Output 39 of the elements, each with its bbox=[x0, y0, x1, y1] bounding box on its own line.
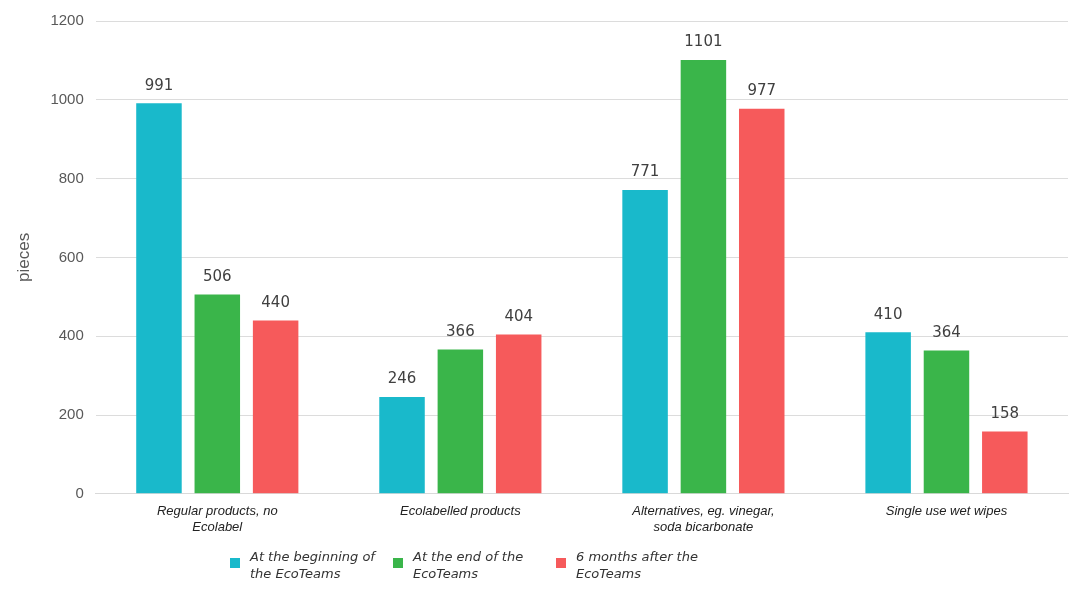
data-label: 977 bbox=[747, 81, 777, 100]
bar bbox=[622, 190, 668, 494]
bar bbox=[136, 103, 182, 494]
data-label: 364 bbox=[932, 322, 961, 341]
bar bbox=[495, 334, 542, 494]
bar bbox=[739, 108, 785, 494]
y-axis-title: pieces bbox=[13, 232, 33, 282]
y-tick-label: 1200 bbox=[50, 11, 84, 29]
bar bbox=[982, 431, 1028, 494]
bar bbox=[680, 60, 727, 494]
y-tick-label: 600 bbox=[58, 247, 84, 265]
x-tick-label: Ecolabelled products bbox=[400, 503, 522, 519]
data-label: 366 bbox=[446, 321, 475, 340]
data-label: 246 bbox=[387, 369, 417, 388]
data-label: 771 bbox=[630, 162, 660, 181]
legend-label: At the end of the EcoTeams bbox=[413, 548, 525, 582]
bar bbox=[379, 396, 425, 494]
legend-label: At the beginning of the EcoTeams bbox=[250, 548, 375, 582]
bar bbox=[437, 349, 484, 494]
data-label: 991 bbox=[144, 75, 174, 94]
bar bbox=[194, 294, 241, 494]
bar bbox=[252, 320, 299, 494]
y-tick-label: 400 bbox=[58, 326, 84, 344]
data-label: 440 bbox=[261, 292, 290, 311]
data-label: 404 bbox=[504, 307, 534, 326]
bar bbox=[923, 350, 970, 494]
x-tick-label: Alternatives, eg. vinegar, soda bicarbonate bbox=[631, 503, 775, 534]
y-tick-label: 0 bbox=[75, 483, 84, 501]
data-label: 158 bbox=[990, 403, 1020, 422]
data-label: 506 bbox=[202, 266, 232, 285]
legend-label: 6 months after the EcoTeams bbox=[576, 548, 699, 582]
x-tick-label: Regular products, no Ecolabel bbox=[156, 503, 278, 534]
data-label: 410 bbox=[873, 304, 903, 323]
bar bbox=[865, 332, 911, 494]
y-tick-label: 200 bbox=[58, 405, 84, 423]
y-tick-label: 1000 bbox=[50, 89, 84, 107]
y-tick-label: 800 bbox=[58, 168, 84, 186]
x-tick-label: Single use wet wipes bbox=[885, 503, 1008, 519]
data-label: 1101 bbox=[684, 32, 723, 51]
